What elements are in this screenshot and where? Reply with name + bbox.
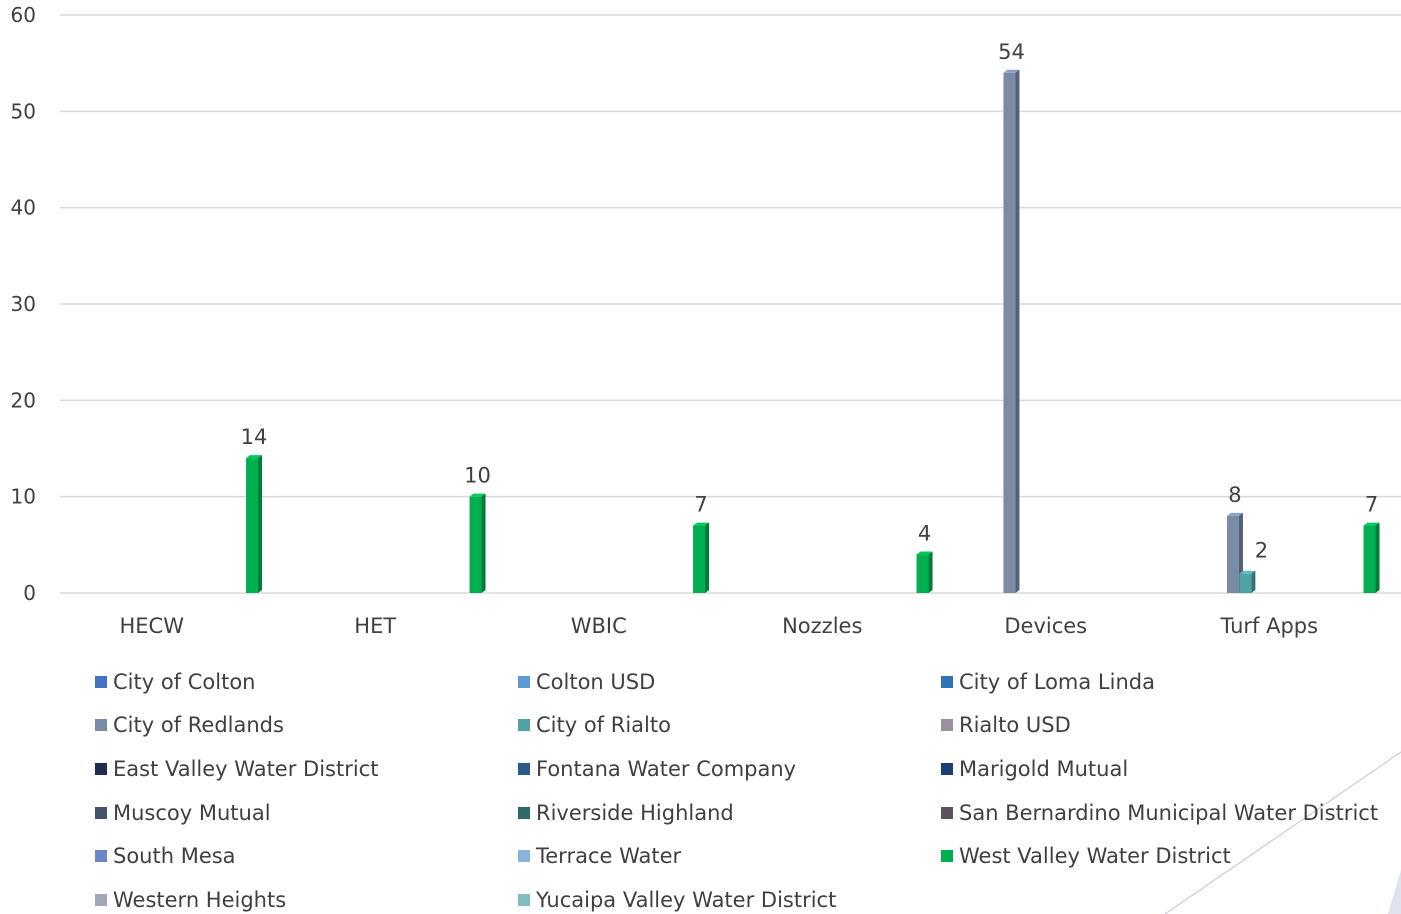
- bar: [246, 455, 263, 593]
- y-axis: 0 10 20 30 40 50 60: [11, 3, 36, 605]
- data-label: 8: [1228, 483, 1241, 507]
- x-axis: HECW HET WBIC Nozzles Devices Turf Apps: [120, 614, 1319, 638]
- data-label: 4: [918, 521, 931, 545]
- bar: [1239, 570, 1256, 593]
- data-label: 14: [241, 425, 268, 449]
- y-tick-label: 60: [11, 3, 36, 27]
- data-label: 2: [1255, 539, 1268, 563]
- y-tick-label: 20: [11, 388, 36, 412]
- y-tick-label: 10: [11, 485, 36, 509]
- x-tick-label: HECW: [120, 614, 185, 638]
- bar: [1003, 69, 1020, 594]
- y-tick-label: 0: [23, 581, 36, 605]
- y-tick-label: 30: [11, 292, 36, 316]
- data-label: 7: [694, 493, 707, 517]
- data-label: 10: [464, 464, 491, 488]
- x-tick-label: HET: [354, 614, 396, 638]
- bar: [1363, 522, 1380, 593]
- x-tick-label: Devices: [1004, 614, 1087, 638]
- bar: [916, 551, 933, 593]
- y-tick-label: 40: [11, 196, 36, 220]
- decorative-corner-lines: [1164, 751, 1401, 914]
- y-tick-label: 50: [11, 99, 36, 123]
- gridlines: [60, 14, 1401, 594]
- bars: [246, 69, 1380, 594]
- x-tick-label: Nozzles: [782, 614, 862, 638]
- data-labels: 14 10 7 4 54 8 2 7: [241, 40, 1379, 563]
- x-tick-label: Turf Apps: [1219, 614, 1318, 638]
- data-label: 54: [998, 40, 1025, 64]
- bar: [693, 522, 710, 593]
- x-tick-label: WBIC: [571, 614, 627, 638]
- data-label: 7: [1365, 493, 1378, 517]
- bar: [469, 493, 486, 593]
